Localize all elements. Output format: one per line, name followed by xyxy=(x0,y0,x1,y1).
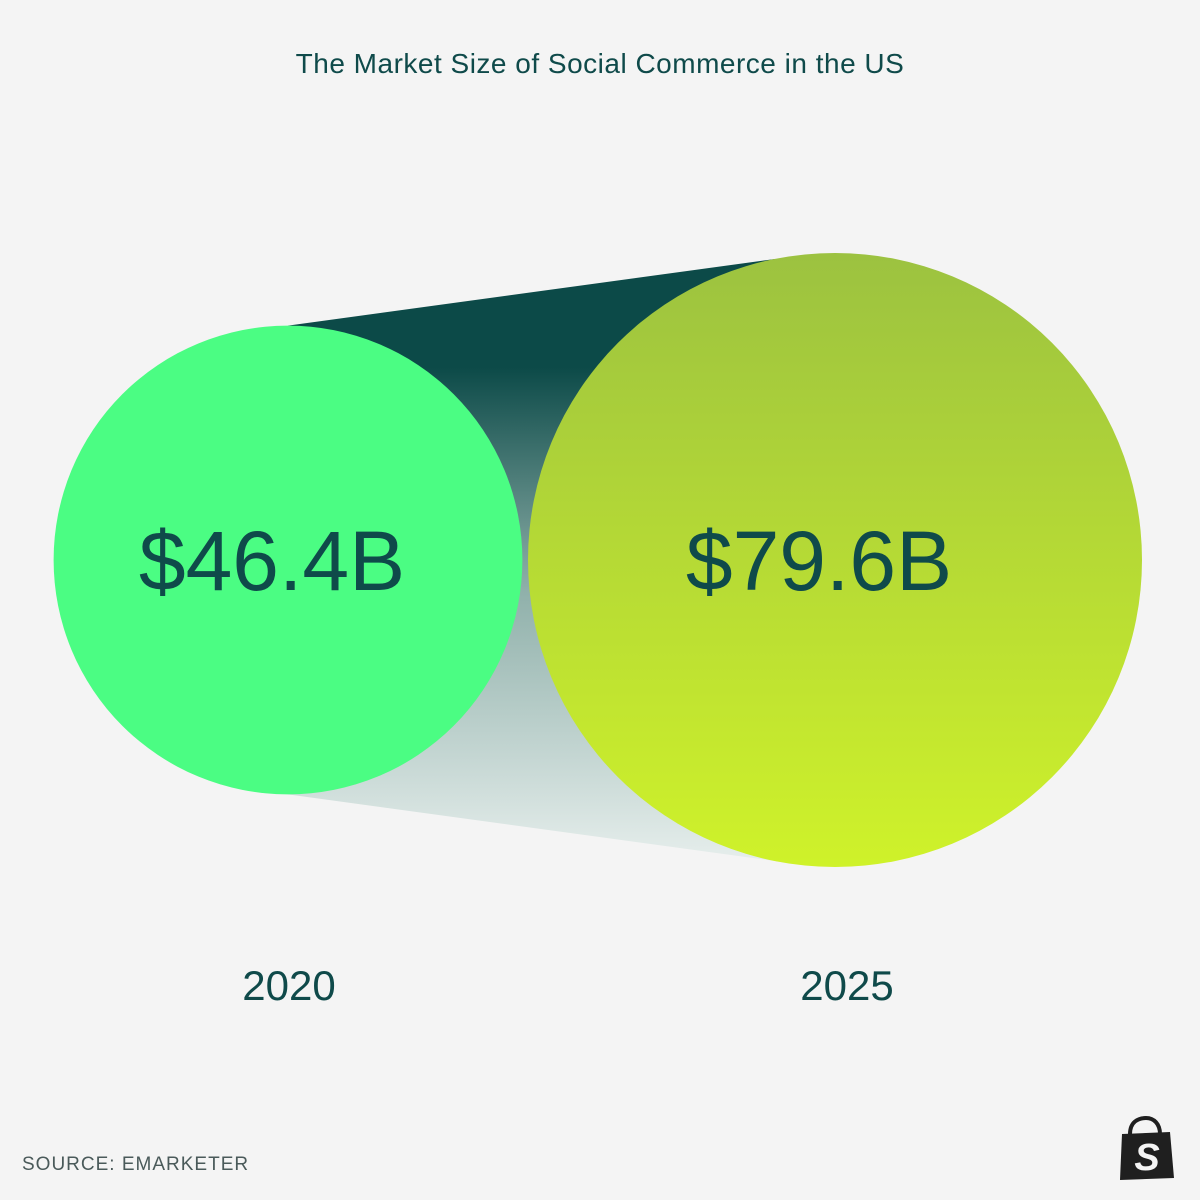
year-label-2020: 2020 xyxy=(242,962,335,1009)
value-label-2020: $46.4B xyxy=(139,514,405,608)
bubble-2020 xyxy=(53,325,523,795)
bubble-2025 xyxy=(528,253,1142,867)
shopify-bag-icon: S xyxy=(1120,1116,1174,1180)
year-label-2025: 2025 xyxy=(800,962,893,1009)
value-label-2025: $79.6B xyxy=(686,514,952,608)
chart-title: The Market Size of Social Commerce in th… xyxy=(295,48,905,79)
source-note: SOURCE: EMARKETER xyxy=(22,1154,250,1175)
logo-letter: S xyxy=(1134,1137,1159,1179)
